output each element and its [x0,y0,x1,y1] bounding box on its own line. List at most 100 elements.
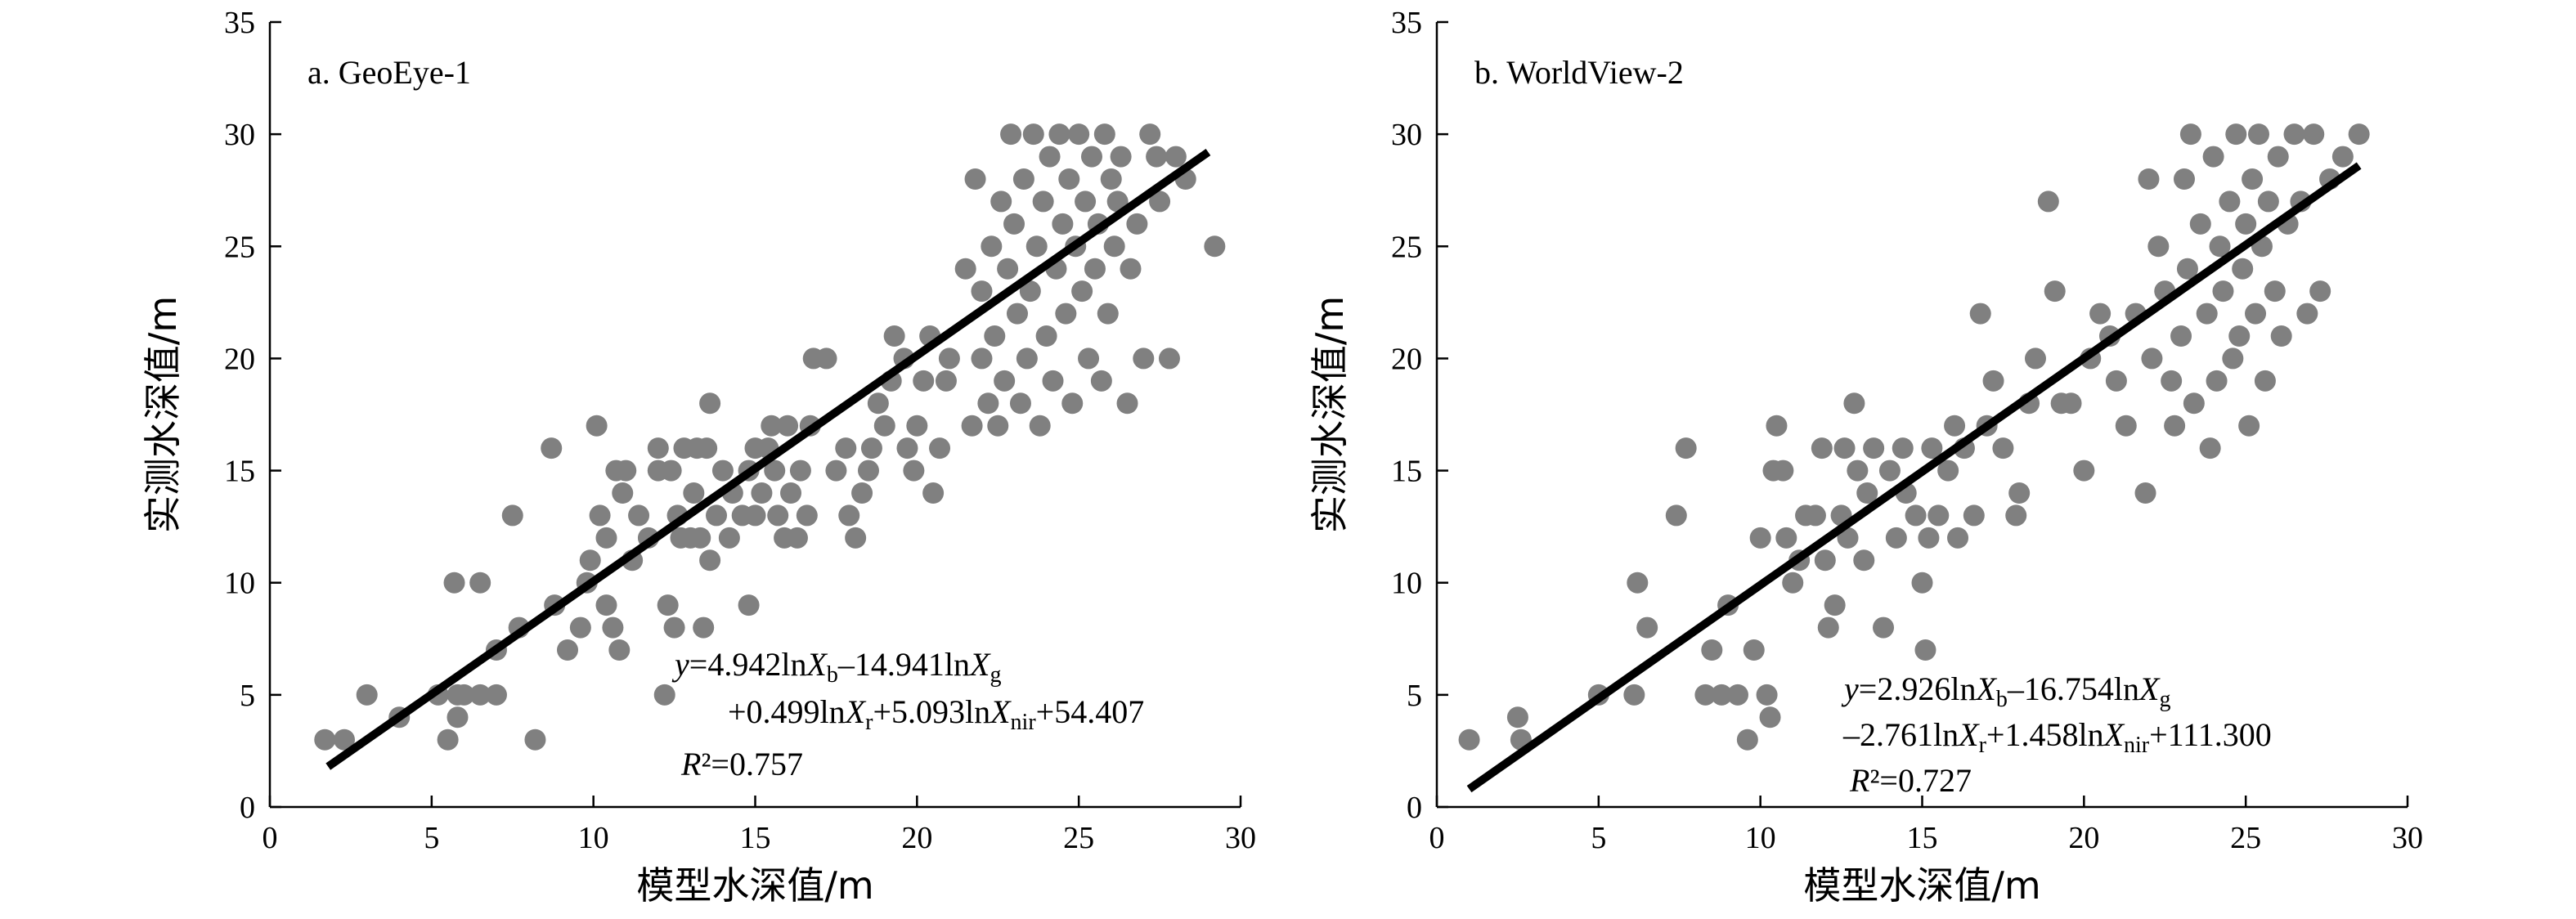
data-point [595,527,617,549]
y-tick-label: 15 [224,455,255,489]
data-point [1100,168,1122,190]
data-point [612,482,634,504]
data-point [356,684,378,706]
data-point [867,392,889,415]
panel-worldview2: 0 5 10 15 20 25 30 0 5 10 15 20 25 30 35 模型水深值/m 实测水深值/m… [1308,6,2423,908]
data-point [2238,415,2260,437]
data-point [2115,415,2137,437]
data-point [1016,347,1038,370]
data-point [2170,325,2192,347]
data-point [2212,280,2234,303]
data-point [647,437,669,460]
data-point [1837,527,1859,549]
data-point [2232,258,2254,280]
data-point [1093,123,1115,146]
y-axis-title: 实测水深值/m [1308,296,1352,533]
data-point [954,258,976,280]
data-point [1736,728,1758,751]
data-point [1726,684,1748,706]
y-tick-label: 25 [1391,230,1422,264]
data-point [929,437,951,460]
data-point [1103,235,1125,258]
equation-line1: y=2.926lnXb–16.754lnXg [1841,670,2170,712]
data-point [711,460,734,482]
data-point [1843,392,1865,415]
data-point [683,482,705,504]
data-point [938,347,960,370]
data-point [738,594,760,616]
x-axis-title: 模型水深值/m [1803,863,2040,908]
x-tick-label: 25 [2230,821,2261,855]
data-point [1078,347,1100,370]
data-point [1039,146,1061,168]
data-point [485,684,507,706]
data-point [2309,280,2331,303]
y-tick-label: 35 [1391,6,1422,40]
data-point [1058,168,1080,190]
data-point [1636,616,1658,639]
data-point [1506,706,1528,728]
data-point [569,616,591,639]
data-point [1743,639,1765,661]
data-point [845,527,867,549]
data-point [660,460,682,482]
data-point [2105,370,2127,392]
data-point [2089,303,2112,325]
data-point [447,706,469,728]
fit-line [325,148,1211,770]
x-tick-label: 20 [901,821,932,855]
data-point [1110,146,1132,168]
data-point [1000,123,1022,146]
data-point [1126,213,1148,235]
equation-line2: +0.499lnXr+5.093lnXnir+54.407 [728,693,1144,735]
data-point [718,527,740,549]
data-point [1146,146,1168,168]
data-point [981,235,1003,258]
data-point [1675,437,1697,460]
data-point [1853,549,1875,572]
data-point [1019,280,1041,303]
data-point [789,460,811,482]
data-point [2141,347,2163,370]
data-point [1759,706,1781,728]
x-tick-label: 20 [2068,821,2099,855]
data-point [922,482,945,504]
data-point [314,728,336,751]
y-tick-label: 35 [224,6,255,40]
data-point [1885,527,1907,549]
x-tick-label: 10 [578,821,609,855]
equation-line2: –2.761lnXr+1.458lnXnir+111.300 [1842,716,2272,758]
y-tick-label: 5 [240,679,255,713]
panel-label: a. GeoEye-1 [307,54,471,91]
data-point [699,392,721,415]
data-point [1856,482,1878,504]
data-point [699,549,721,572]
data-point [2222,347,2244,370]
data-point [469,684,491,706]
x-axis-title: 模型水深值/m [636,863,873,908]
data-point [663,616,685,639]
y-tick-label: 0 [1407,791,1422,825]
data-point [990,191,1012,213]
data-point [1914,639,1936,661]
data-point [767,504,789,527]
data-point [541,437,563,460]
data-point [1068,123,1090,146]
data-point [2189,213,2211,235]
data-point [2235,213,2257,235]
fit-line [1466,162,2362,793]
data-point [2173,168,2195,190]
data-point [524,728,546,751]
data-point [1847,460,1869,482]
data-point [2242,168,2264,190]
data-point [2179,123,2201,146]
data-point [906,415,928,437]
data-point [696,437,718,460]
x-tick-label: 5 [424,821,439,855]
data-point [873,415,895,437]
data-point [896,437,918,460]
data-point [2138,168,2160,190]
data-point [2206,370,2228,392]
y-tick-label: 30 [1391,118,1422,152]
data-point [2060,392,2082,415]
